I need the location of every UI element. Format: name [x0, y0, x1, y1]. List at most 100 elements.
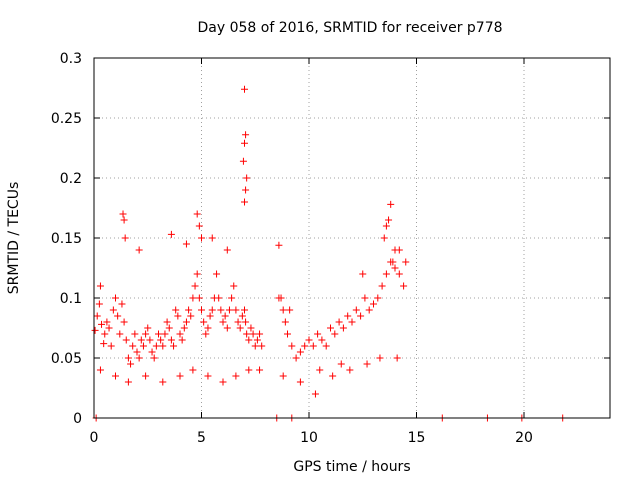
- data-point: [395, 270, 403, 278]
- y-tick-label: 0.1: [60, 291, 82, 307]
- data-point: [275, 294, 283, 302]
- data-point: [395, 246, 403, 254]
- data-point: [152, 342, 160, 350]
- data-point: [109, 306, 117, 314]
- plot-frame: [93, 57, 611, 419]
- data-point: [118, 300, 126, 308]
- data-point: [335, 318, 343, 326]
- data-point: [208, 234, 216, 242]
- data-point: [148, 348, 156, 356]
- data-point: [385, 216, 393, 224]
- data-point: [107, 342, 115, 350]
- data-point: [352, 306, 360, 314]
- chart-title: Day 058 of 2016, SRMTID for receiver p77…: [197, 20, 502, 36]
- data-point: [242, 131, 250, 139]
- data-point: [256, 330, 264, 338]
- data-point: [120, 216, 128, 224]
- data-point: [301, 342, 309, 350]
- data-point: [213, 270, 221, 278]
- data-point: [305, 336, 313, 344]
- data-point: [174, 312, 182, 320]
- data-point: [311, 390, 319, 398]
- data-point: [127, 360, 135, 368]
- data-point: [96, 282, 104, 290]
- data-point: [137, 336, 145, 344]
- data-point: [223, 324, 231, 332]
- data-point: [380, 234, 388, 242]
- data-point: [187, 312, 195, 320]
- data-point: [131, 330, 139, 338]
- data-point: [256, 366, 264, 374]
- data-point: [376, 354, 384, 362]
- data-point: [146, 336, 154, 344]
- data-point: [193, 270, 201, 278]
- data-point: [172, 306, 180, 314]
- x-tick-label: 5: [197, 430, 206, 446]
- data-point: [370, 300, 377, 308]
- data-point: [391, 264, 399, 272]
- data-point: [234, 318, 242, 326]
- y-tick-label: 0.25: [51, 111, 82, 127]
- data-point: [191, 282, 199, 290]
- data-point: [363, 360, 371, 368]
- data-point: [223, 246, 231, 254]
- data-point: [288, 342, 296, 350]
- data-point: [228, 294, 236, 302]
- data-point: [159, 378, 167, 386]
- data-point: [101, 330, 109, 338]
- data-point: [329, 372, 337, 380]
- data-point: [322, 342, 330, 350]
- data-point: [176, 372, 184, 380]
- x-tick-label: 20: [515, 430, 533, 446]
- data-point: [241, 198, 248, 206]
- data-point: [258, 342, 266, 350]
- data-point: [241, 306, 248, 314]
- data-point: [316, 366, 324, 374]
- data-point: [357, 312, 365, 320]
- data-point: [318, 336, 326, 344]
- data-point: [105, 324, 113, 332]
- data-point: [121, 234, 129, 242]
- data-point: [139, 342, 147, 350]
- data-point: [161, 330, 169, 338]
- data-point: [337, 360, 345, 368]
- data-point: [241, 85, 248, 93]
- data-point: [296, 348, 304, 356]
- data-point: [382, 222, 390, 230]
- data-point: [292, 354, 300, 362]
- data-point: [219, 378, 227, 386]
- data-point: [400, 282, 408, 290]
- data-point: [242, 318, 250, 326]
- data-point: [206, 312, 214, 320]
- data-point: [155, 330, 162, 338]
- data-point: [232, 372, 240, 380]
- data-point: [159, 342, 167, 350]
- y-tick-label: 0.05: [51, 351, 82, 367]
- data-point: [142, 330, 150, 338]
- data-point: [279, 306, 287, 314]
- data-point: [387, 200, 395, 208]
- axes-layer: 0 5 10 15 20 0 0.05 0.1 0.15 0.2 0.25 0.3: [51, 51, 610, 446]
- data-point: [286, 306, 294, 314]
- data-point: [346, 366, 354, 374]
- data-point: [100, 340, 108, 348]
- data-point: [382, 270, 390, 278]
- points-layer: [91, 85, 567, 422]
- data-point: [129, 342, 137, 350]
- data-point: [198, 306, 205, 314]
- data-point: [225, 306, 233, 314]
- data-point: [314, 330, 322, 338]
- data-point: [182, 240, 190, 248]
- data-point: [204, 324, 212, 332]
- x-tick-label: 10: [300, 430, 318, 446]
- data-point: [243, 330, 251, 338]
- y-tick-label: 0.2: [60, 171, 82, 187]
- data-point: [176, 330, 184, 338]
- data-point: [361, 294, 369, 302]
- data-point: [170, 342, 178, 350]
- data-point: [245, 336, 253, 344]
- data-point: [103, 318, 111, 326]
- data-point: [150, 354, 158, 362]
- data-point: [135, 246, 143, 254]
